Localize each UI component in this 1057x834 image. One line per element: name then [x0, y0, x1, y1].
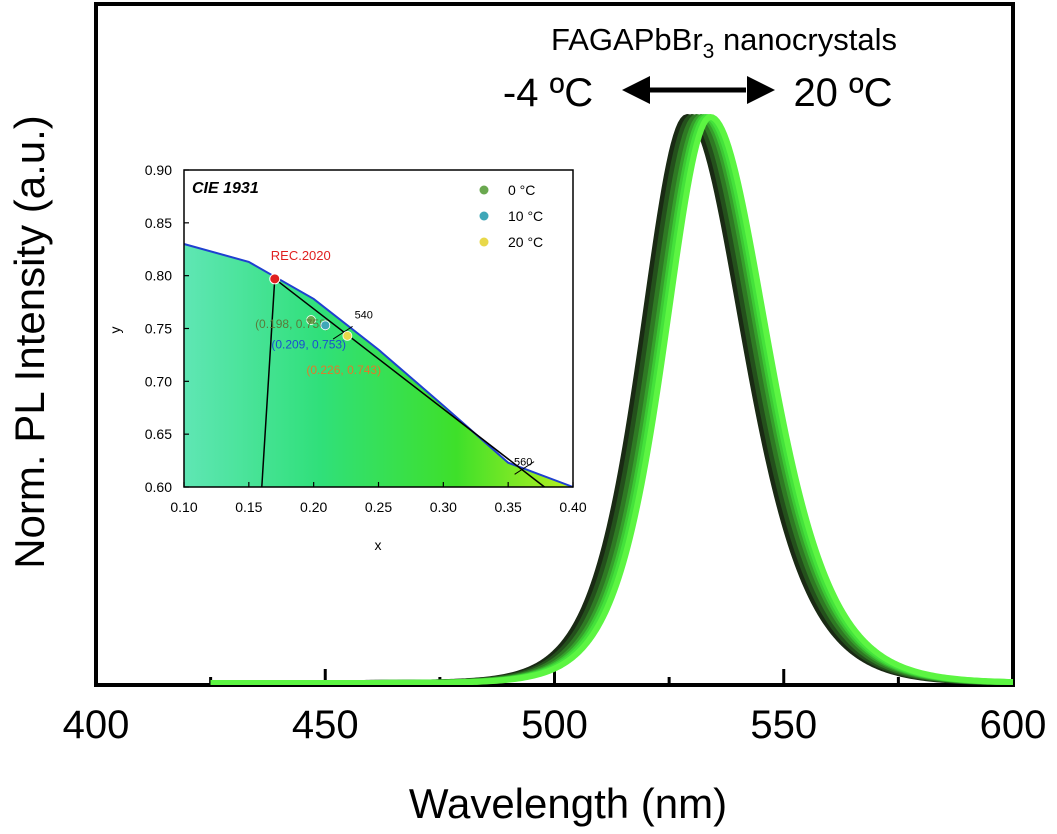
spectrum-line	[209, 114, 1013, 685]
inset-y-tick-label: 0.80	[145, 268, 172, 284]
inset-cie-label: CIE 1931	[192, 180, 259, 197]
inset-y-tick-label: 0.70	[145, 373, 172, 389]
inset-x-tick-labels: 0.10 0.15 0.20 0.25 0.30 0.35 0.40	[170, 499, 586, 515]
cie-point	[306, 315, 316, 325]
legend-label: 10 °C	[508, 208, 543, 224]
main-x-tick-labels: 400 450 500 550 600	[63, 703, 1047, 747]
inset-y-tick-label: 0.65	[145, 426, 172, 442]
cie-point-label: (0.226, 0.743)	[306, 363, 381, 377]
x-tick-label: 550	[750, 703, 817, 747]
x-axis-label: Wavelength (nm)	[409, 780, 727, 827]
cie-point-label: (0.209, 0.753)	[271, 337, 346, 351]
inset-ticks	[183, 169, 574, 488]
inset-x-tick-label: 0.15	[235, 499, 262, 515]
reference-point	[269, 273, 281, 285]
annotation-right-temp: 20 ºC	[793, 71, 892, 115]
legend-marker	[479, 237, 489, 247]
inset-x-tick-label: 0.10	[170, 499, 197, 515]
cie-inset: 0.10 0.15 0.20 0.25 0.30 0.35 0.40 0.60 0.65 0.7…	[107, 162, 587, 553]
chart-title: FAGAPbBr3 nanocrystals	[551, 22, 897, 63]
locus-label-leader	[514, 461, 535, 475]
inset-x-tick-label: 0.40	[559, 499, 586, 515]
legend-label: 0 °C	[508, 182, 535, 198]
x-tick-label: 500	[521, 703, 588, 747]
cie-point	[342, 330, 353, 341]
title-main: FAGAPbBr	[551, 22, 703, 57]
annotation-left-temp: -4 ºC	[503, 71, 593, 115]
inset-x-tick-label: 0.35	[495, 499, 522, 515]
title-rest: nanocrystals	[714, 22, 897, 57]
gamut-region	[184, 244, 573, 487]
pl-spectra	[209, 114, 1013, 685]
spectral-locus	[183, 243, 574, 488]
locus-label-leader	[332, 325, 353, 340]
inset-y-tick-label: 0.60	[145, 479, 172, 495]
gamut-edge-red	[274, 278, 545, 488]
cie-points: REC.2020 (0.198, 0.758) (0.209, 0.753) (0.2…	[255, 248, 381, 377]
y-axis-label: Norm. PL Intensity (a.u.)	[6, 115, 53, 569]
title-subscript: 3	[703, 40, 715, 63]
x-tick-label: 600	[980, 703, 1047, 747]
inset-legend: 0 °C 10 °C 20 °C	[479, 182, 543, 250]
locus-label-560: 560	[514, 457, 532, 469]
locus-wavelength-labels: 540 560	[332, 309, 535, 475]
cie-point-label: (0.198, 0.758)	[255, 317, 330, 331]
locus-label-540: 540	[355, 309, 373, 321]
legend-label: 20 °C	[508, 234, 543, 250]
inset-x-label: x	[375, 537, 382, 553]
inset-y-tick-label: 0.90	[145, 162, 172, 178]
legend-marker	[479, 211, 489, 221]
inset-x-tick-label: 0.30	[430, 499, 457, 515]
gamut-edge-blue	[261, 278, 276, 488]
x-tick-label: 450	[292, 703, 359, 747]
legend-marker	[479, 185, 489, 195]
inset-y-label: y	[107, 327, 123, 334]
inset-x-tick-label: 0.20	[300, 499, 327, 515]
double-arrow-icon	[622, 76, 775, 104]
x-tick-label: 400	[63, 703, 130, 747]
inset-x-tick-label: 0.25	[365, 499, 392, 515]
inset-y-tick-label: 0.85	[145, 215, 172, 231]
inset-y-tick-label: 0.75	[145, 321, 172, 337]
reference-label: REC.2020	[271, 248, 331, 263]
inset-y-tick-labels: 0.60 0.65 0.70 0.75 0.80 0.85 0.90	[145, 162, 172, 495]
cie-point	[320, 320, 331, 331]
gamut-lines	[261, 278, 545, 488]
